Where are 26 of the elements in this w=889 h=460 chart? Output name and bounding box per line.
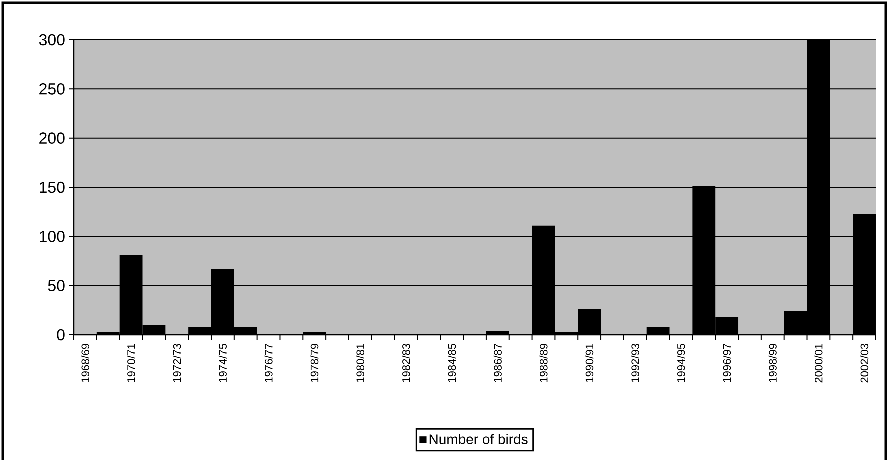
x-tick-label: 1970/71	[127, 344, 136, 382]
x-tick-label: 1990/91	[586, 344, 594, 382]
x-tick-label: 1978/79	[310, 344, 319, 382]
y-tick-label: 100	[40, 231, 65, 242]
x-tick-label: 1976/77	[264, 344, 273, 382]
x-tick-label: 1988/89	[540, 344, 548, 382]
x-tick-label: 1982/83	[402, 344, 410, 382]
x-tick-label: 1992/93	[631, 344, 640, 382]
y-tick-label: 200	[40, 132, 65, 144]
x-tick-label: 1972/73	[173, 344, 182, 382]
x-tick-label: 2002/03	[860, 344, 869, 383]
x-tick-label: 1996/97	[723, 344, 732, 382]
x-tick-label: 1986/87	[494, 344, 502, 382]
x-tick-label: 1968/69	[81, 344, 90, 382]
y-tick-label: 250	[40, 84, 65, 95]
y-tick-label: 50	[48, 280, 65, 292]
x-tick-label: 2000/01	[814, 344, 823, 383]
x-tick-label: 1994/95	[677, 344, 686, 382]
y-tick-label: 300	[39, 34, 65, 46]
x-tick-label: 1980/81	[356, 344, 364, 382]
y-tick-label: 150	[40, 182, 65, 194]
y-tick-label: 0	[57, 329, 65, 341]
x-tick-label: 1998/99	[768, 344, 777, 382]
legend-label: Number of birds	[430, 434, 528, 444]
x-tick-label: 1974/75	[218, 344, 227, 382]
x-tick-label: 1984/85	[448, 344, 456, 382]
